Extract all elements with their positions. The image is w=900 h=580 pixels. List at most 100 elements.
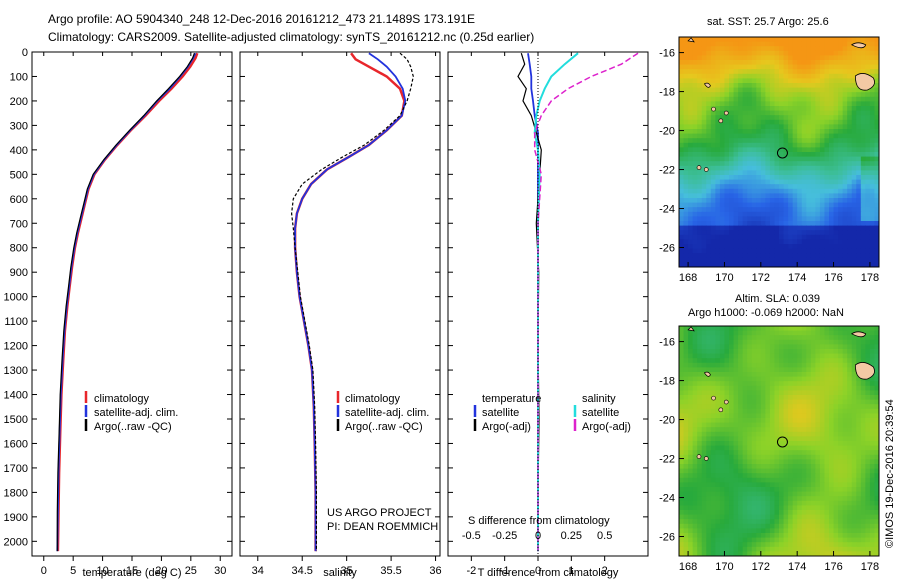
heatmap-cell: [829, 445, 835, 451]
heatmap-cell: [788, 344, 794, 350]
heatmap-cell: [742, 482, 748, 488]
heatmap-cell: [774, 376, 780, 382]
heatmap-cell: [729, 73, 735, 79]
heatmap-cell: [783, 381, 789, 387]
heatmap-cell: [692, 431, 698, 437]
heatmap-cell: [815, 170, 821, 176]
heatmap-cell: [874, 533, 879, 539]
heatmap-cell: [692, 459, 698, 465]
heatmap-cell: [833, 92, 839, 98]
heatmap-cell: [860, 418, 866, 424]
heatmap-cell: [742, 221, 748, 227]
heatmap-cell: [806, 395, 812, 401]
heatmap-cell: [769, 175, 776, 181]
heatmap-cell: [733, 408, 739, 414]
depth-tick-label: 1700: [4, 463, 28, 475]
heatmap-cell: [788, 408, 794, 414]
heatmap-cell: [829, 92, 835, 98]
heatmap-cell: [724, 133, 730, 139]
heatmap-cell: [779, 73, 785, 79]
heatmap-cell: [860, 441, 866, 447]
heatmap-cell: [801, 225, 807, 231]
heatmap-cell: [819, 372, 826, 378]
heatmap-cell: [701, 248, 707, 254]
heatmap-cell: [701, 184, 707, 190]
heatmap-cell: [797, 262, 803, 267]
heatmap-cell: [747, 385, 753, 391]
heatmap-cell: [724, 73, 730, 79]
heatmap-cell: [874, 211, 879, 217]
heatmap-cell: [733, 64, 739, 70]
heatmap-cell: [710, 55, 716, 61]
heatmap-cell: [874, 69, 879, 75]
heatmap-cell: [779, 418, 785, 424]
heatmap-cell: [865, 225, 871, 231]
heatmap-cell: [829, 87, 835, 93]
heatmap-cell: [701, 372, 707, 378]
heatmap-cell: [756, 418, 762, 424]
heatmap-cell: [797, 353, 803, 359]
heatmap-cell: [856, 422, 862, 428]
heatmap-cell: [710, 110, 716, 116]
heatmap-cell: [842, 69, 848, 75]
heatmap-cell: [697, 500, 703, 506]
heatmap-cell: [751, 115, 757, 121]
heatmap-cell: [797, 244, 803, 250]
heatmap-cell: [869, 339, 876, 345]
heatmap-cell: [783, 487, 789, 493]
heatmap-cell: [829, 175, 835, 181]
heatmap-cell: [697, 110, 703, 116]
heatmap-cell: [797, 500, 803, 506]
heatmap-cell: [679, 156, 685, 162]
heatmap-cell: [869, 473, 876, 479]
heatmap-cell: [842, 202, 848, 208]
heatmap-cell: [869, 510, 876, 516]
heatmap-cell: [788, 418, 794, 424]
heatmap-cell: [706, 436, 712, 442]
heatmap-cell: [747, 129, 753, 135]
heatmap-cell: [679, 500, 685, 506]
heatmap-cell: [860, 477, 866, 483]
heatmap-cell: [679, 147, 685, 153]
heatmap-cell: [810, 482, 816, 488]
heatmap-cell: [797, 129, 803, 135]
heatmap-cell: [760, 184, 766, 190]
heatmap-cell: [756, 344, 762, 350]
heatmap-cell: [833, 156, 839, 162]
heatmap-cell: [688, 339, 694, 345]
heatmap-cell: [742, 468, 748, 474]
heatmap-cell: [719, 234, 726, 240]
map-x-tick-label: 172: [752, 272, 770, 284]
heatmap-cell: [701, 477, 707, 483]
heatmap-cell: [756, 129, 762, 135]
heatmap-cell: [815, 257, 821, 263]
heatmap-cell: [851, 55, 857, 61]
heatmap-cell: [824, 106, 830, 112]
heatmap-cell: [865, 92, 871, 98]
heatmap-cell: [856, 413, 862, 419]
heatmap-cell: [738, 55, 744, 61]
heatmap-cell: [779, 399, 785, 405]
heatmap-cell: [742, 404, 748, 410]
heatmap-cell: [856, 441, 862, 447]
heatmap-cell: [760, 152, 766, 158]
heatmap-cell: [683, 459, 689, 465]
heatmap-cell: [874, 147, 879, 153]
heatmap-cell: [779, 454, 785, 460]
heatmap-cell: [724, 496, 730, 502]
heatmap-cell: [779, 248, 785, 254]
heatmap-cell: [729, 78, 735, 84]
heatmap-cell: [851, 142, 857, 148]
heatmap-cell: [797, 385, 803, 391]
heatmap-cell: [774, 551, 780, 556]
heatmap-cell: [724, 124, 730, 130]
heatmap-cell: [688, 161, 694, 167]
heatmap-cell: [692, 510, 698, 516]
heatmap-cell: [697, 450, 703, 456]
pi-annotation: PI: DEAN ROEMMICH: [327, 521, 438, 533]
heatmap-cell: [838, 96, 844, 102]
heatmap-cell: [792, 330, 798, 336]
heatmap-cell: [738, 491, 744, 497]
heatmap-cell: [719, 106, 726, 112]
heatmap-cell: [697, 239, 703, 245]
